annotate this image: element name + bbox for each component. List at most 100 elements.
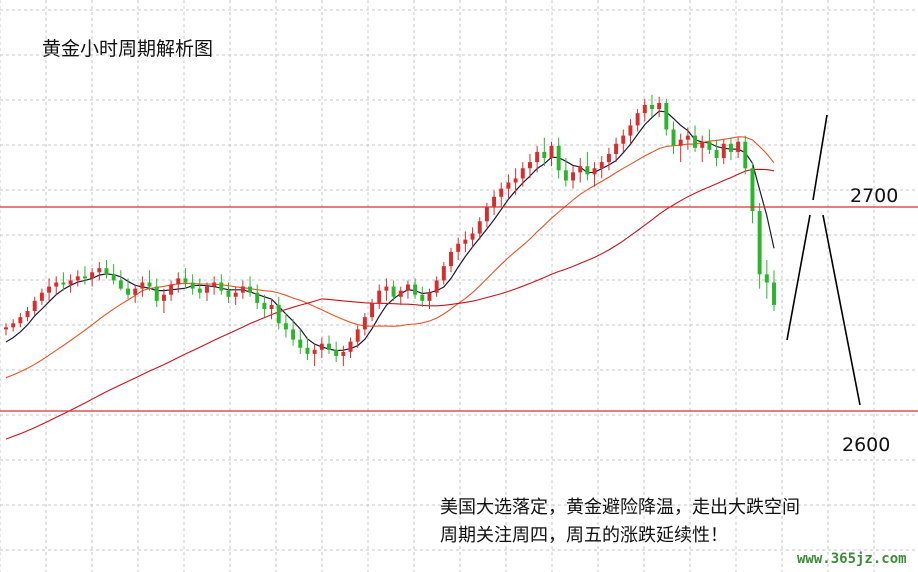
- candle-body: [671, 129, 676, 146]
- candle-body: [355, 329, 360, 342]
- candle-body: [183, 278, 188, 283]
- candle-body: [549, 145, 554, 159]
- annotation-line-1: 美国大选落定，黄金避险降温，走出大跌空间: [440, 497, 800, 518]
- candle-body: [463, 239, 468, 244]
- candle-body: [764, 274, 769, 283]
- candle-body: [721, 143, 726, 159]
- candle-body: [477, 221, 482, 234]
- candle-body: [700, 141, 705, 148]
- candle-body: [75, 276, 80, 281]
- candle-body: [628, 125, 633, 136]
- forecast-lines: [786, 114, 861, 406]
- candle-body: [362, 317, 367, 330]
- candle-body: [492, 196, 497, 207]
- candle-body: [305, 347, 310, 354]
- level-label-2600: 2600: [842, 434, 890, 456]
- candle-body: [377, 290, 382, 303]
- candle-body: [204, 286, 209, 293]
- candle-body: [621, 135, 626, 144]
- forecast-line-down: [822, 214, 861, 406]
- candle-body: [262, 302, 267, 309]
- candle-body: [563, 170, 568, 181]
- candle-body: [176, 278, 181, 285]
- candle-body: [334, 349, 339, 356]
- candle-body: [255, 292, 260, 303]
- candle-body: [327, 343, 331, 350]
- candle-body: [678, 139, 683, 146]
- candle-body: [32, 300, 37, 312]
- candle-body: [664, 102, 669, 130]
- candle-body: [513, 178, 518, 183]
- ma-slow-line: [5, 168, 775, 440]
- candle-body: [456, 243, 461, 252]
- candle-body: [269, 304, 274, 309]
- candle-body: [484, 207, 489, 222]
- candle-body: [606, 153, 611, 163]
- candle-body: [68, 280, 73, 285]
- candle-body: [556, 145, 561, 171]
- candle-body: [535, 151, 540, 163]
- candle-body: [398, 290, 403, 297]
- candle-body: [599, 162, 604, 169]
- ma-mid-line: [5, 136, 775, 379]
- candle-body: [370, 302, 375, 318]
- candle-body: [276, 304, 281, 324]
- candle-body: [427, 292, 432, 301]
- candle-body: [248, 286, 253, 293]
- candle-body: [18, 317, 23, 324]
- candle-body: [441, 266, 446, 281]
- candle-body: [226, 290, 231, 297]
- candle-body: [470, 233, 475, 240]
- candle-body: [25, 311, 30, 318]
- candle-body: [728, 143, 733, 152]
- candle-body: [506, 182, 511, 189]
- candle-body: [405, 284, 410, 291]
- candle-body: [82, 276, 87, 279]
- candle-body: [384, 286, 389, 291]
- candles: [4, 94, 776, 367]
- candle-body: [104, 268, 109, 275]
- candle-body: [219, 282, 224, 291]
- candle-body: [757, 211, 762, 275]
- candle-body: [118, 280, 123, 289]
- candle-body: [4, 327, 8, 330]
- candle-body: [90, 272, 95, 279]
- candle-body: [11, 323, 16, 328]
- candle-body: [154, 286, 159, 301]
- candle-body: [312, 349, 317, 354]
- chart-title: 黄金小时周期解析图: [42, 38, 213, 60]
- forecast-line-up: [786, 214, 811, 341]
- candle-body: [743, 141, 748, 169]
- candle-body: [736, 141, 741, 152]
- candle-body: [190, 282, 195, 289]
- candle-body: [592, 168, 597, 175]
- forecast-line-up-2: [812, 114, 828, 201]
- ma-fast-line: [5, 110, 775, 352]
- candle-body: [499, 188, 504, 197]
- candle-body: [642, 105, 647, 114]
- candle-body: [240, 286, 245, 293]
- candle-body: [169, 284, 174, 295]
- candle-body: [571, 172, 576, 181]
- candle-body: [319, 343, 324, 350]
- candle-body: [54, 282, 59, 287]
- candle-body: [707, 141, 712, 150]
- candle-body: [420, 294, 425, 301]
- candle-body: [635, 113, 640, 126]
- candle-body: [750, 168, 755, 212]
- candle-body: [391, 286, 396, 297]
- candle-body: [212, 282, 217, 287]
- candle-body: [578, 166, 583, 173]
- candle-body: [520, 168, 525, 179]
- level-label-2700: 2700: [850, 185, 898, 207]
- candle-body: [714, 149, 719, 159]
- candle-body: [291, 329, 296, 340]
- candle-body: [434, 280, 439, 293]
- candle-body: [693, 135, 698, 148]
- candle-body: [772, 282, 776, 305]
- candle-body: [348, 341, 353, 352]
- candle-body: [147, 282, 152, 287]
- annotation-line-2: 周期关注周四，周五的涨跌延续性！: [440, 525, 728, 546]
